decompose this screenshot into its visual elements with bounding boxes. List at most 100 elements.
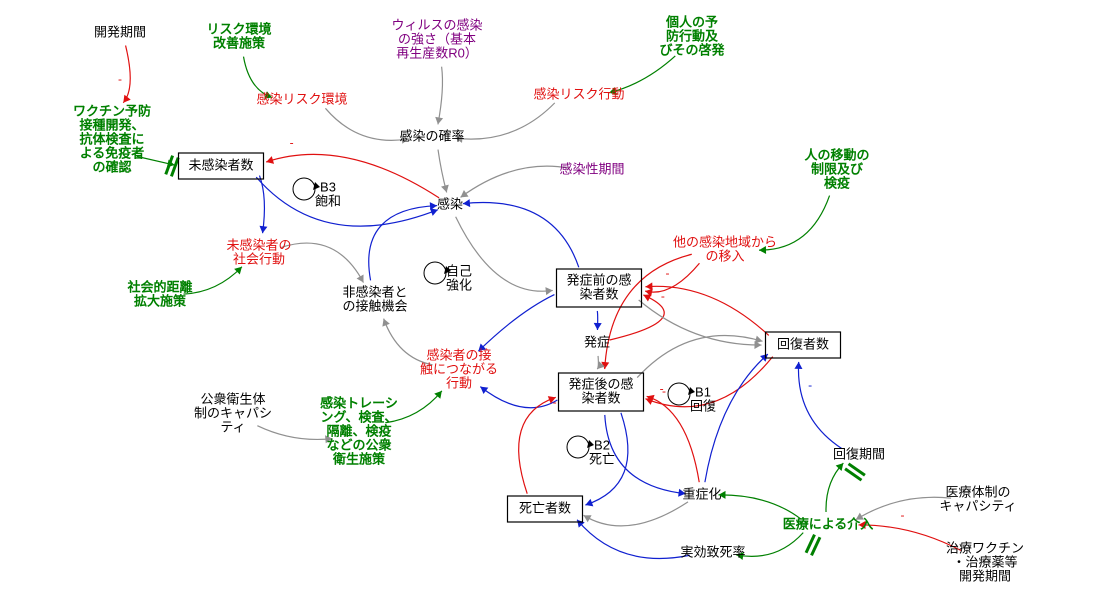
node-label-line: 飽和 — [315, 193, 341, 208]
loop-arrow — [587, 440, 594, 448]
node-dev_period: 開発期間 — [94, 24, 146, 39]
node-label-line: 実効致死率 — [680, 544, 745, 559]
edge-susceptible-to-sus_behavior — [259, 176, 264, 234]
node-label-line: 制限及び — [811, 161, 864, 176]
node-infect_period: 感染性期間 — [559, 161, 624, 176]
node-label-line: 感染トレーシ — [320, 395, 398, 410]
node-virus_r0: ウィルスの感染の強さ（基本再生産数R0） — [391, 17, 482, 60]
edge-susceptible-to-infection — [256, 177, 438, 226]
edge-presymp-to-infector_contact — [478, 295, 554, 352]
arrowhead — [480, 387, 488, 394]
node-self_rein: 自己強化 — [424, 262, 472, 292]
node-label-line: 改善施策 — [213, 35, 266, 50]
arrowhead — [463, 199, 470, 207]
edge-onset-to-presymp — [610, 295, 665, 340]
arrowhead — [435, 117, 443, 125]
node-ph_capacity: 公衆衛生体制のキャパシティ — [194, 391, 272, 434]
node-label-line: 感染者の接 — [426, 347, 491, 362]
node-label-line: 非感染者と — [342, 284, 407, 299]
node-label-line: 防行動及 — [666, 28, 719, 43]
edge-recov_period-to-recovered — [798, 362, 841, 449]
edge-risk_env-to-infect_prob — [325, 108, 408, 140]
node-b3: B3飽和 — [293, 178, 341, 208]
node-label-line: 制のキャパシ — [194, 405, 272, 420]
node-label-line: ワクチン予防 — [73, 103, 151, 118]
node-contact_opp: 非感染者との接触機会 — [342, 284, 407, 313]
node-postsymp: 発症後の感染者数 — [559, 373, 644, 411]
edge-infection-to-susceptible — [266, 154, 439, 198]
node-vaccine_dev: ワクチン予防接種開発、抗体検査による免疫者の確認 — [73, 103, 151, 174]
node-label-line: 治療ワクチン — [946, 540, 1024, 555]
edge-infector_contact-to-contact_opp — [384, 319, 433, 365]
delay-marker — [166, 156, 178, 177]
node-label-line: の接触機会 — [342, 298, 407, 313]
node-label-line: ・治療薬等 — [952, 554, 1017, 569]
edge-sus_behavior-to-contact_opp — [282, 243, 364, 282]
node-label-line: 個人の予 — [665, 14, 718, 29]
node-label-line: 回復期間 — [833, 446, 885, 461]
node-personal_prev: 個人の予防行動及びその啓発 — [659, 14, 725, 57]
arrowhead — [441, 185, 449, 193]
node-label-line: 医療体制の — [945, 484, 1010, 499]
node-label-line: 回復 — [690, 398, 716, 413]
node-label-line: 開発期間 — [94, 24, 146, 39]
edge-deaths-to-postsymp — [519, 397, 556, 493]
node-label-line: 人の移動の — [804, 147, 869, 162]
node-sus_behavior: 未感染者の社会行動 — [226, 237, 291, 266]
node-risk_env: 感染リスク環境 — [256, 91, 347, 106]
arrowhead — [836, 463, 844, 471]
node-label-line: 再生産数R0） — [396, 45, 478, 60]
node-label-line: 死亡 — [589, 451, 615, 466]
edge-postsymp-to-infector_contact — [480, 387, 557, 408]
node-label-line: B1 — [695, 384, 711, 399]
node-label-line: 開発期間 — [959, 568, 1011, 583]
node-label-line: 感染リスク環境 — [256, 91, 347, 106]
arrowhead — [794, 362, 802, 369]
node-label-line: 発症前の感 — [566, 272, 631, 287]
node-movement_restrict: 人の移動の制限及び検疫 — [804, 147, 869, 190]
node-label-line: 染者数 — [581, 390, 620, 405]
edge-ph_capacity-to-ph_policy — [257, 426, 332, 440]
edge-risk_behavior-to-infect_prob — [455, 103, 554, 139]
node-label-line: の移入 — [705, 248, 744, 263]
node-label-line: 行動 — [446, 375, 472, 390]
arrowhead — [545, 287, 552, 295]
polarity-sign: - — [290, 135, 294, 149]
node-label-line: リスク環境 — [206, 21, 271, 36]
edge-postsymp-to-recovered — [637, 335, 762, 377]
edge-med_intervention-to-severity — [718, 495, 800, 519]
delay-marker — [845, 464, 865, 480]
node-label-line: 隔離、検疫 — [326, 423, 391, 438]
node-label-line: 回復者数 — [777, 336, 829, 351]
polarity-sign: - — [808, 378, 812, 392]
node-recovered: 回復者数 — [766, 332, 841, 358]
loop-indicator — [567, 436, 589, 458]
node-recov_period: 回復期間 — [833, 446, 885, 461]
edge-infect_period-to-infection — [460, 166, 568, 197]
node-label-line: の強さ（基本 — [398, 31, 476, 46]
node-label-line: B3 — [320, 179, 336, 194]
node-label-line: 自己 — [446, 263, 472, 278]
edge-virus_r0-to-infect_prob — [438, 67, 443, 125]
polarity-sign: - — [661, 289, 665, 303]
arrowhead — [645, 282, 652, 290]
node-risk_env_policy: リスク環境改善施策 — [206, 21, 271, 50]
loop-indicator — [424, 262, 446, 284]
node-label-line: B2 — [594, 437, 610, 452]
node-label-line: 公衆衛生体 — [200, 391, 265, 406]
edge-postsymp-to-severity — [605, 415, 686, 494]
node-label-line: ング、検査、 — [320, 409, 397, 424]
node-label-line: 感染性期間 — [559, 161, 624, 176]
polarity-sign: - — [662, 384, 666, 398]
node-label-line: 拡大施策 — [134, 293, 187, 308]
node-infector_contact: 感染者の接触につながる行動 — [420, 347, 498, 390]
node-label-line: 未感染者数 — [188, 157, 253, 172]
nodes-layer: 開発期間 リスク環境改善施策 ウィルスの感染の強さ（基本再生産数R0） 個人の予防行動… — [73, 14, 1024, 583]
node-ph_policy: 感染トレーシング、検査、隔離、検疫などの公衆衛生施策 — [320, 395, 398, 466]
node-label-line: ウィルスの感染 — [391, 17, 482, 32]
node-label-line: よる免疫者 — [80, 145, 145, 160]
loop-indicator — [293, 178, 315, 200]
edge-dev_period-to-vaccine_dev — [123, 45, 130, 102]
node-b1: B1回復 — [668, 383, 716, 413]
node-label-line: 社会行動 — [233, 251, 285, 266]
